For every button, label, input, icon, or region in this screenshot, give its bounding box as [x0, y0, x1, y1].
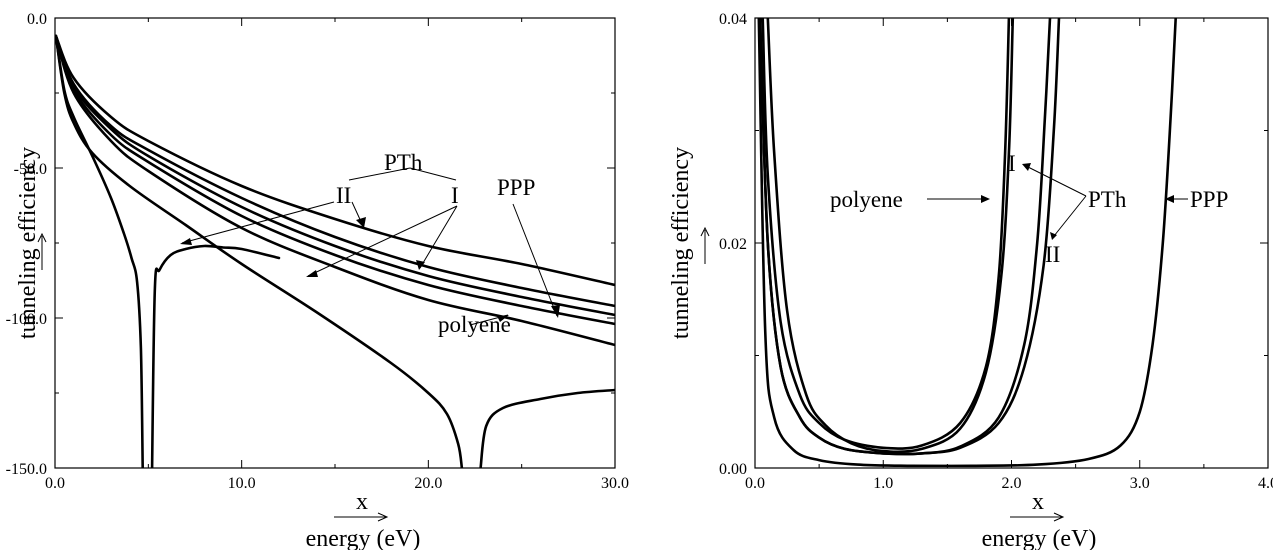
right-label-i: I [1008, 151, 1016, 176]
left-series-line-1 [55, 34, 144, 468]
left-label-ii: II [336, 183, 351, 208]
right-series-line-2 [766, 18, 1015, 454]
right-x-arrowhead [1053, 512, 1065, 522]
left-x-tick-label: 20.0 [414, 475, 442, 492]
right-y-tick-label: 0.02 [719, 236, 747, 253]
left-x-tick-label: 0.0 [45, 475, 65, 492]
right-chart: 0.0 1.0 2.0 3.0 4.0 0.00 0.02 0.04 tunneling ef… [668, 11, 1273, 550]
left-annotation-arrows [181, 201, 558, 326]
left-pth-bracket [348, 167, 457, 181]
left-y-tick-label: -100.0 [6, 311, 47, 328]
left-series-line-5 [55, 34, 615, 287]
left-label-i: I [451, 183, 459, 208]
right-y-arrowhead [700, 226, 710, 237]
right-series-line-4 [758, 18, 1052, 456]
right-y-axis-title: tunneling efficiency [668, 147, 694, 339]
right-series-line-1 [761, 18, 1011, 450]
right-x-tick-label: 0.0 [745, 475, 765, 492]
left-series-line-7 [55, 34, 615, 317]
left-series-line-3 [55, 34, 464, 468]
left-x-marker: x [356, 489, 368, 515]
left-series-line-8 [55, 34, 615, 326]
left-y-tick-label: -50.0 [14, 161, 47, 178]
right-x-tick-label: 2.0 [1002, 475, 1022, 492]
right-y-tick-label: 0.00 [719, 461, 747, 478]
right-series-line-5 [757, 18, 1177, 468]
left-x-arrowhead [377, 512, 389, 522]
left-series-line-6 [55, 34, 615, 308]
left-y-tick-label: 0.0 [27, 11, 47, 28]
right-x-marker: x [1032, 489, 1044, 515]
right-label-ppp: PPP [1190, 187, 1228, 212]
left-annotation-arrowheads [180, 217, 560, 322]
right-x-tick-label: 3.0 [1130, 475, 1150, 492]
left-label-polyene: polyene [438, 312, 511, 337]
left-x-axis-title: energy (eV) [306, 526, 421, 550]
right-annotation-arrows [927, 165, 1188, 237]
left-label-pth: PTh [384, 150, 423, 175]
right-x-tick-label: 4.0 [1258, 475, 1273, 492]
right-label-pth: PTh [1088, 187, 1127, 212]
left-axis-ticks: 0.0 10.0 20.0 30.0 0.0 -50.0 -100.0 -150.0 [6, 11, 629, 492]
left-series-line-2 [150, 244, 281, 468]
left-series-line-4 [479, 388, 615, 468]
right-x-tick-label: 1.0 [873, 475, 893, 492]
left-y-tick-label: -150.0 [6, 461, 47, 478]
left-chart: 0.0 10.0 20.0 30.0 0.0 -50.0 -100.0 -150.0 tunn… [6, 11, 629, 550]
left-y-arrowhead [37, 232, 47, 243]
left-y-axis-title: tunneling efficiency [15, 147, 41, 339]
right-label-polyene: polyene [830, 187, 903, 212]
left-curves [55, 34, 615, 468]
right-y-tick-label: 0.04 [719, 11, 747, 28]
right-axis-ticks: 0.0 1.0 2.0 3.0 4.0 0.00 0.02 0.04 [719, 11, 1273, 492]
right-x-axis-title: energy (eV) [982, 526, 1097, 550]
right-label-ii: II [1045, 242, 1060, 267]
left-x-tick-label: 10.0 [228, 475, 256, 492]
left-label-ppp: PPP [497, 175, 535, 200]
right-curves [757, 18, 1177, 468]
left-x-tick-label: 30.0 [601, 475, 629, 492]
